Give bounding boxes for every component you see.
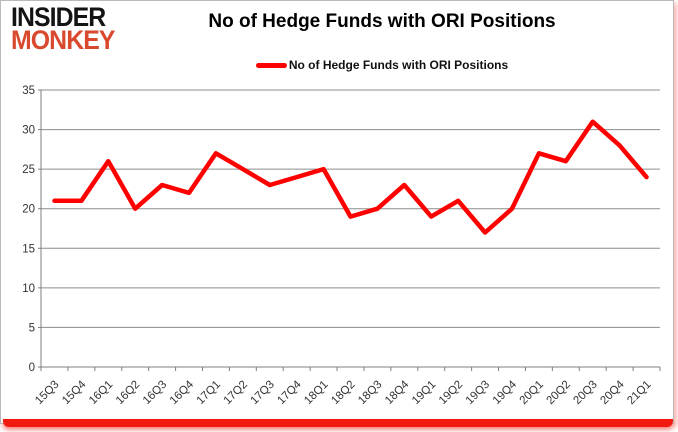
- data-series-line: [52, 119, 649, 235]
- x-axis-label: 17Q1: [195, 379, 223, 407]
- page-title: No of Hedge Funds with ORI Positions: [208, 11, 556, 32]
- x-axis-label: 18Q1: [302, 379, 330, 407]
- logo-line-insider: INSIDER: [11, 2, 106, 32]
- y-axis-label: 15: [22, 243, 35, 255]
- chart-card: INSIDER MONKEY No of Hedge Funds with OR…: [0, 0, 674, 424]
- insider-monkey-logo: INSIDER MONKEY: [11, 2, 115, 55]
- x-axis-label: 18Q3: [356, 379, 384, 407]
- y-axis-label: 35: [22, 85, 35, 97]
- y-axis-label: 25: [22, 164, 35, 176]
- logo-line-monkey: MONKEY: [11, 24, 115, 55]
- x-axis-label: 20Q4: [598, 378, 627, 407]
- y-axis-label: 20: [22, 204, 35, 216]
- x-axis-label: 19Q1: [410, 379, 438, 407]
- x-axis-label: 19Q4: [491, 378, 520, 407]
- x-axis-label: 20Q2: [545, 379, 573, 407]
- legend-line-marker: [255, 62, 287, 68]
- legend-label: No of Hedge Funds with ORI Positions: [288, 58, 509, 72]
- y-axis-label: 0: [29, 362, 35, 374]
- x-axis-label: 16Q2: [114, 379, 142, 407]
- y-axis-label: 30: [22, 125, 35, 137]
- x-axis-label: 17Q3: [248, 379, 276, 407]
- y-axis-label: 5: [29, 322, 35, 334]
- x-axis-label: 21Q1: [625, 379, 653, 407]
- x-axis-label: 18Q2: [329, 379, 357, 407]
- y-axis-label: 10: [22, 283, 35, 295]
- x-axis-label: 17Q4: [275, 378, 304, 407]
- x-axis-label: 15Q3: [33, 379, 61, 407]
- x-axis-label: 19Q3: [464, 379, 492, 407]
- x-axis-label: 18Q4: [383, 378, 412, 407]
- x-axis-label: 16Q4: [168, 378, 197, 407]
- x-axis-label: 17Q2: [222, 379, 250, 407]
- x-axis-label: 20Q3: [571, 379, 599, 407]
- x-axis-label: 16Q3: [141, 379, 169, 407]
- x-axis-label: 16Q1: [87, 379, 115, 407]
- legend: No of Hedge Funds with ORI Positions: [141, 58, 623, 72]
- x-axis-label: 20Q1: [518, 379, 546, 407]
- bottom-red-bar: [3, 419, 673, 427]
- x-axis-label: 15Q4: [60, 378, 89, 407]
- x-axis-label: 19Q2: [437, 379, 465, 407]
